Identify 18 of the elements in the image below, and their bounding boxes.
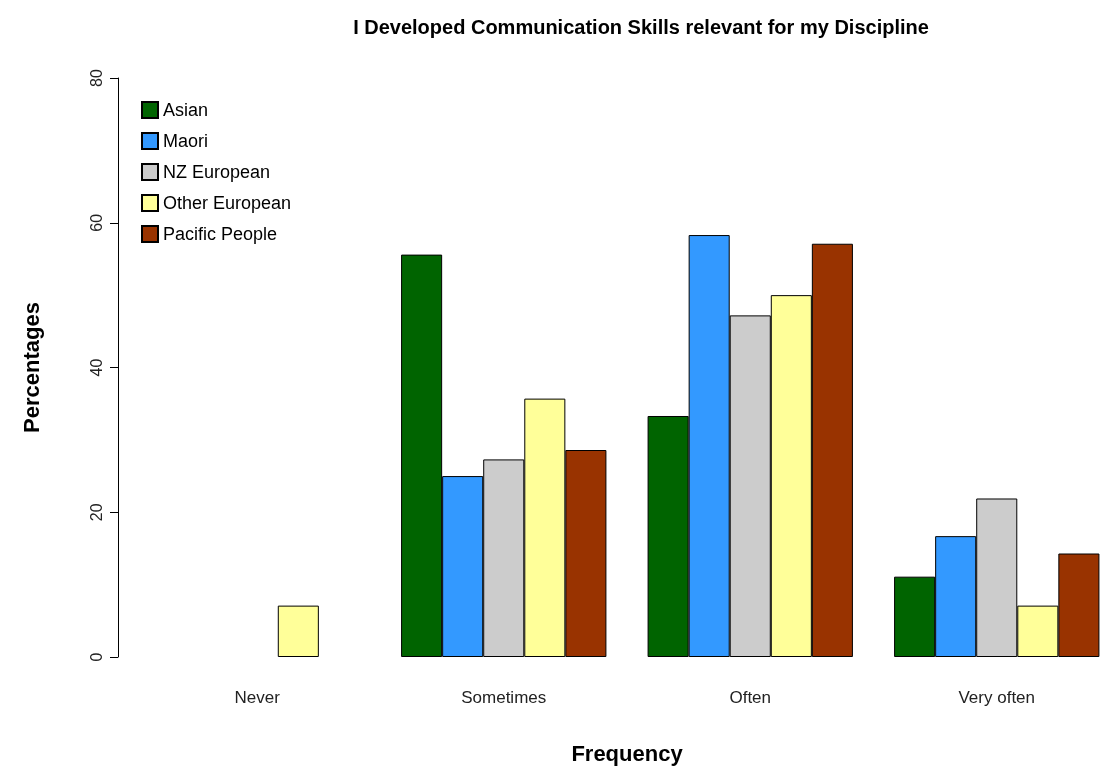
x-tick-label: Often: [729, 688, 772, 707]
x-tick-label: Never: [234, 688, 281, 707]
x-tick-label: Sometimes: [461, 688, 547, 707]
y-tick-label: 40: [87, 358, 105, 377]
y-tick-label: 20: [87, 503, 105, 522]
legend-label: Maori: [163, 131, 209, 151]
x-tick-label: Very often: [958, 688, 1036, 707]
chart-title: I Developed Communication Skills relevant for my Discipline: [353, 16, 929, 38]
legend-label: Pacific People: [163, 224, 278, 244]
y-tick-label: 80: [87, 69, 105, 87]
legend-label: NZ European: [163, 162, 271, 182]
legend-label: Asian: [163, 100, 209, 120]
legend-label: Other European: [163, 193, 292, 213]
y-tick-label: 60: [87, 213, 105, 232]
y-tick-label: 0: [87, 652, 105, 662]
x-axis-title: Frequency: [571, 740, 684, 766]
y-axis-title: Percentages: [18, 302, 44, 433]
bar: [277, 605, 319, 657]
